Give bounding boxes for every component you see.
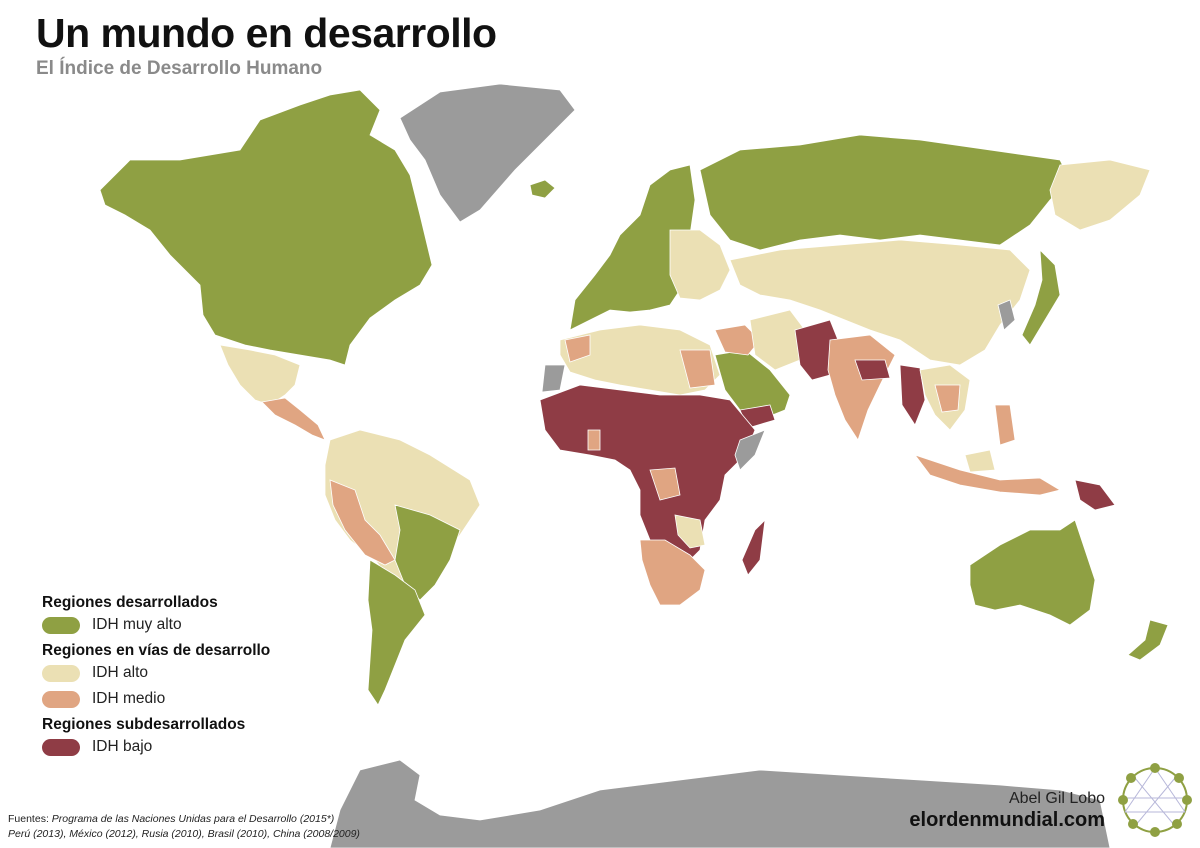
region-east-siberia (1049, 159, 1151, 231)
region-greenland (399, 83, 576, 223)
region-western-sahara (541, 364, 566, 393)
legend-item: IDH alto (42, 664, 332, 682)
region-southern-cone (367, 559, 426, 706)
region-sub-saharan-africa (539, 384, 756, 566)
legend-label: IDH alto (92, 664, 148, 681)
sources-label: Fuentes: (8, 813, 49, 825)
region-brazil (394, 504, 461, 601)
region-india (827, 334, 896, 441)
region-japan (1021, 248, 1061, 346)
region-new-zealand (1127, 619, 1169, 661)
legend-group-title: Regiones desarrollados (42, 594, 218, 611)
region-north-america (99, 89, 433, 366)
region-europe (569, 164, 696, 331)
region-north-africa (559, 324, 721, 396)
region-philippines (994, 404, 1016, 446)
sources-line1: Programa de las Naciones Unidas para el … (51, 813, 335, 825)
page-subtitle: El Índice de Desarrollo Humano (36, 58, 323, 79)
legend-label: IDH medio (92, 690, 166, 707)
region-morocco (564, 334, 591, 363)
sources-line2: Perú (2013), México (2012), Rusia (2010)… (8, 828, 360, 840)
legend-item: IDH muy alto (42, 616, 332, 634)
region-arabia (714, 349, 791, 421)
region-papua-new-guinea (1074, 479, 1116, 511)
page-title: Un mundo en desarrollo (36, 10, 497, 56)
region-central-america (261, 397, 326, 441)
region-madagascar (741, 518, 766, 576)
region-antarctica (329, 759, 1111, 848)
legend-swatch (42, 690, 80, 708)
legend-item: IDH bajo (42, 738, 332, 756)
region-southern-africa-high (674, 514, 706, 549)
region-egypt (679, 349, 716, 389)
legend-label: IDH bajo (92, 738, 153, 755)
legend-group-title: Regiones en vías de desarrollo (42, 642, 271, 659)
sources-note: Fuentes: Programa de las Naciones Unidas… (8, 812, 568, 842)
region-nepal-bangladesh (854, 359, 891, 381)
region-malaysia (964, 449, 996, 473)
region-peru-bolivia (329, 479, 396, 566)
region-central-africa-medio (649, 467, 681, 501)
site-url[interactable]: elordenmundial.com (909, 809, 1105, 831)
legend-item: IDH medio (42, 690, 332, 708)
world-network-logo-icon (1118, 763, 1192, 837)
region-laos-cambodia (934, 384, 961, 413)
region-russia (699, 134, 1071, 251)
region-eastern-europe (669, 229, 731, 301)
region-southern-africa (639, 539, 706, 606)
region-myanmar (899, 364, 926, 426)
region-korea (997, 299, 1016, 331)
legend-label: IDH muy alto (92, 616, 182, 633)
legend-swatch (42, 616, 80, 634)
region-australia (969, 519, 1096, 626)
legend-swatch (42, 664, 80, 682)
legend-group-title: Regiones subdesarrollados (42, 716, 246, 733)
legend-swatch (42, 738, 80, 756)
region-ghana (587, 429, 601, 451)
region-indonesia (913, 454, 1062, 496)
region-mexico (219, 344, 301, 406)
author-credit: Abel Gil Lobo (1008, 790, 1105, 807)
region-iceland (529, 179, 556, 199)
region-central-asia-china (729, 239, 1031, 366)
map-legend: Regiones desarrollados IDH muy alto Region… (42, 594, 332, 764)
region-somalia (734, 429, 766, 471)
